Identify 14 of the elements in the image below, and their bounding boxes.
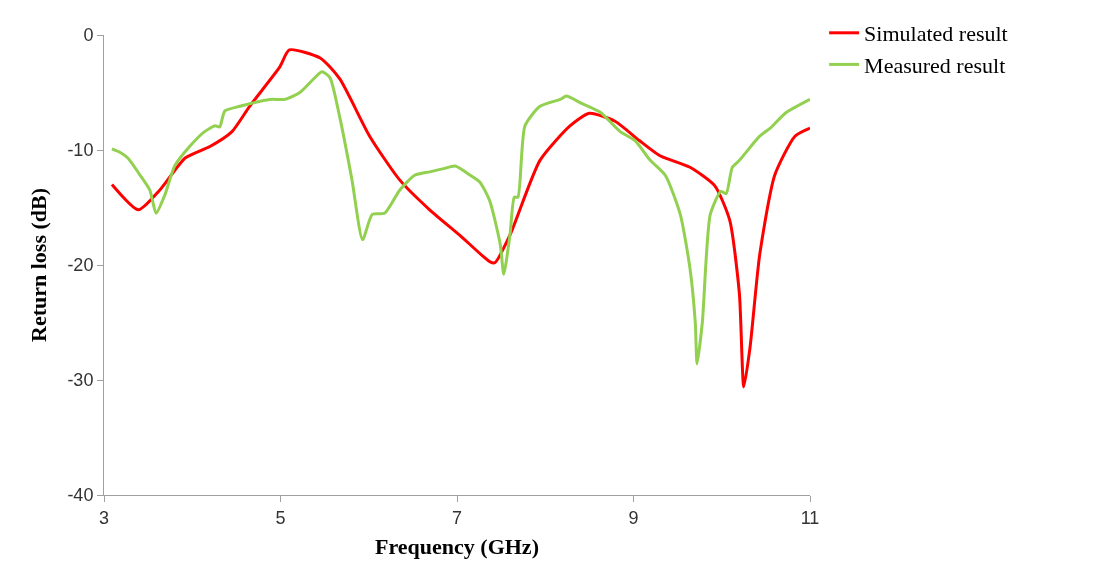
x-tick-label: 5 [275, 507, 286, 528]
legend-label: Measured result [864, 52, 1006, 78]
y-tick-label: -40 [67, 485, 94, 506]
y-tick-label: -10 [67, 140, 94, 161]
y-axis-title: Return loss (dB) [26, 187, 52, 343]
x-tick-label: 3 [98, 507, 110, 528]
legend-label: Simulated result [864, 21, 1008, 47]
y-tick-label: -30 [67, 370, 94, 391]
x-tick-label: 11 [800, 507, 820, 528]
x-tick-label: 9 [628, 507, 639, 528]
y-tick-label: 0 [83, 25, 94, 46]
y-tick-label: -20 [67, 255, 94, 276]
x-axis-title: Frequency (GHz) [375, 534, 539, 560]
x-tick-label: 7 [451, 507, 463, 528]
